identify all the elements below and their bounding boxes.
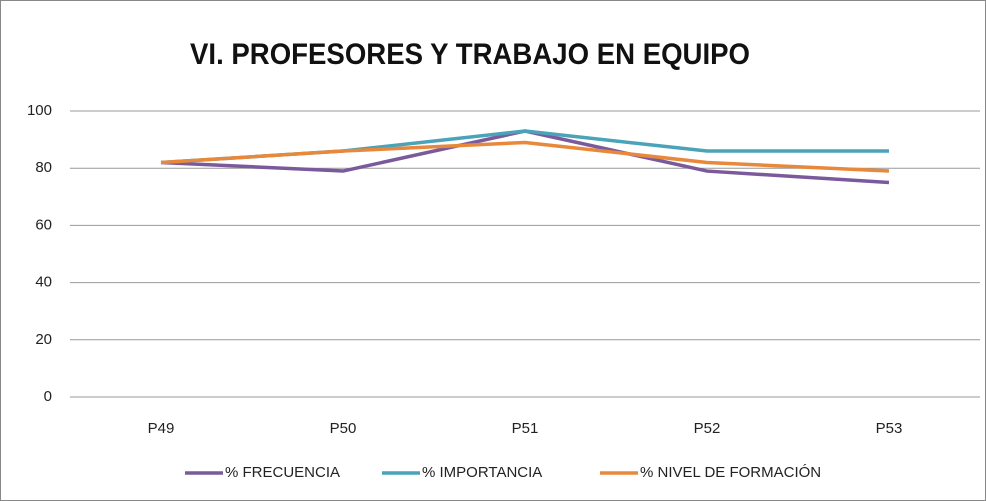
y-tick-label: 40: [35, 274, 52, 291]
x-tick-label: P53: [876, 420, 903, 437]
y-tick-label: 80: [35, 159, 52, 176]
y-tick-label: 20: [35, 331, 52, 348]
x-tick-label: P51: [512, 420, 539, 437]
y-tick-label: 0: [44, 388, 52, 405]
x-tick-label: P49: [148, 420, 175, 437]
legend-label: % IMPORTANCIA: [422, 464, 542, 481]
x-tick-label: P50: [330, 420, 357, 437]
x-tick-label: P52: [694, 420, 721, 437]
data-line: [160, 140, 890, 173]
y-tick-label: 60: [35, 216, 52, 233]
y-tick-label: 100: [27, 102, 52, 119]
chart-title: VI. PROFESORES Y TRABAJO EN EQUIPO: [190, 38, 750, 71]
legend-label: % FRECUENCIA: [225, 464, 340, 481]
legend-label: % NIVEL DE FORMACIÓN: [640, 464, 821, 481]
